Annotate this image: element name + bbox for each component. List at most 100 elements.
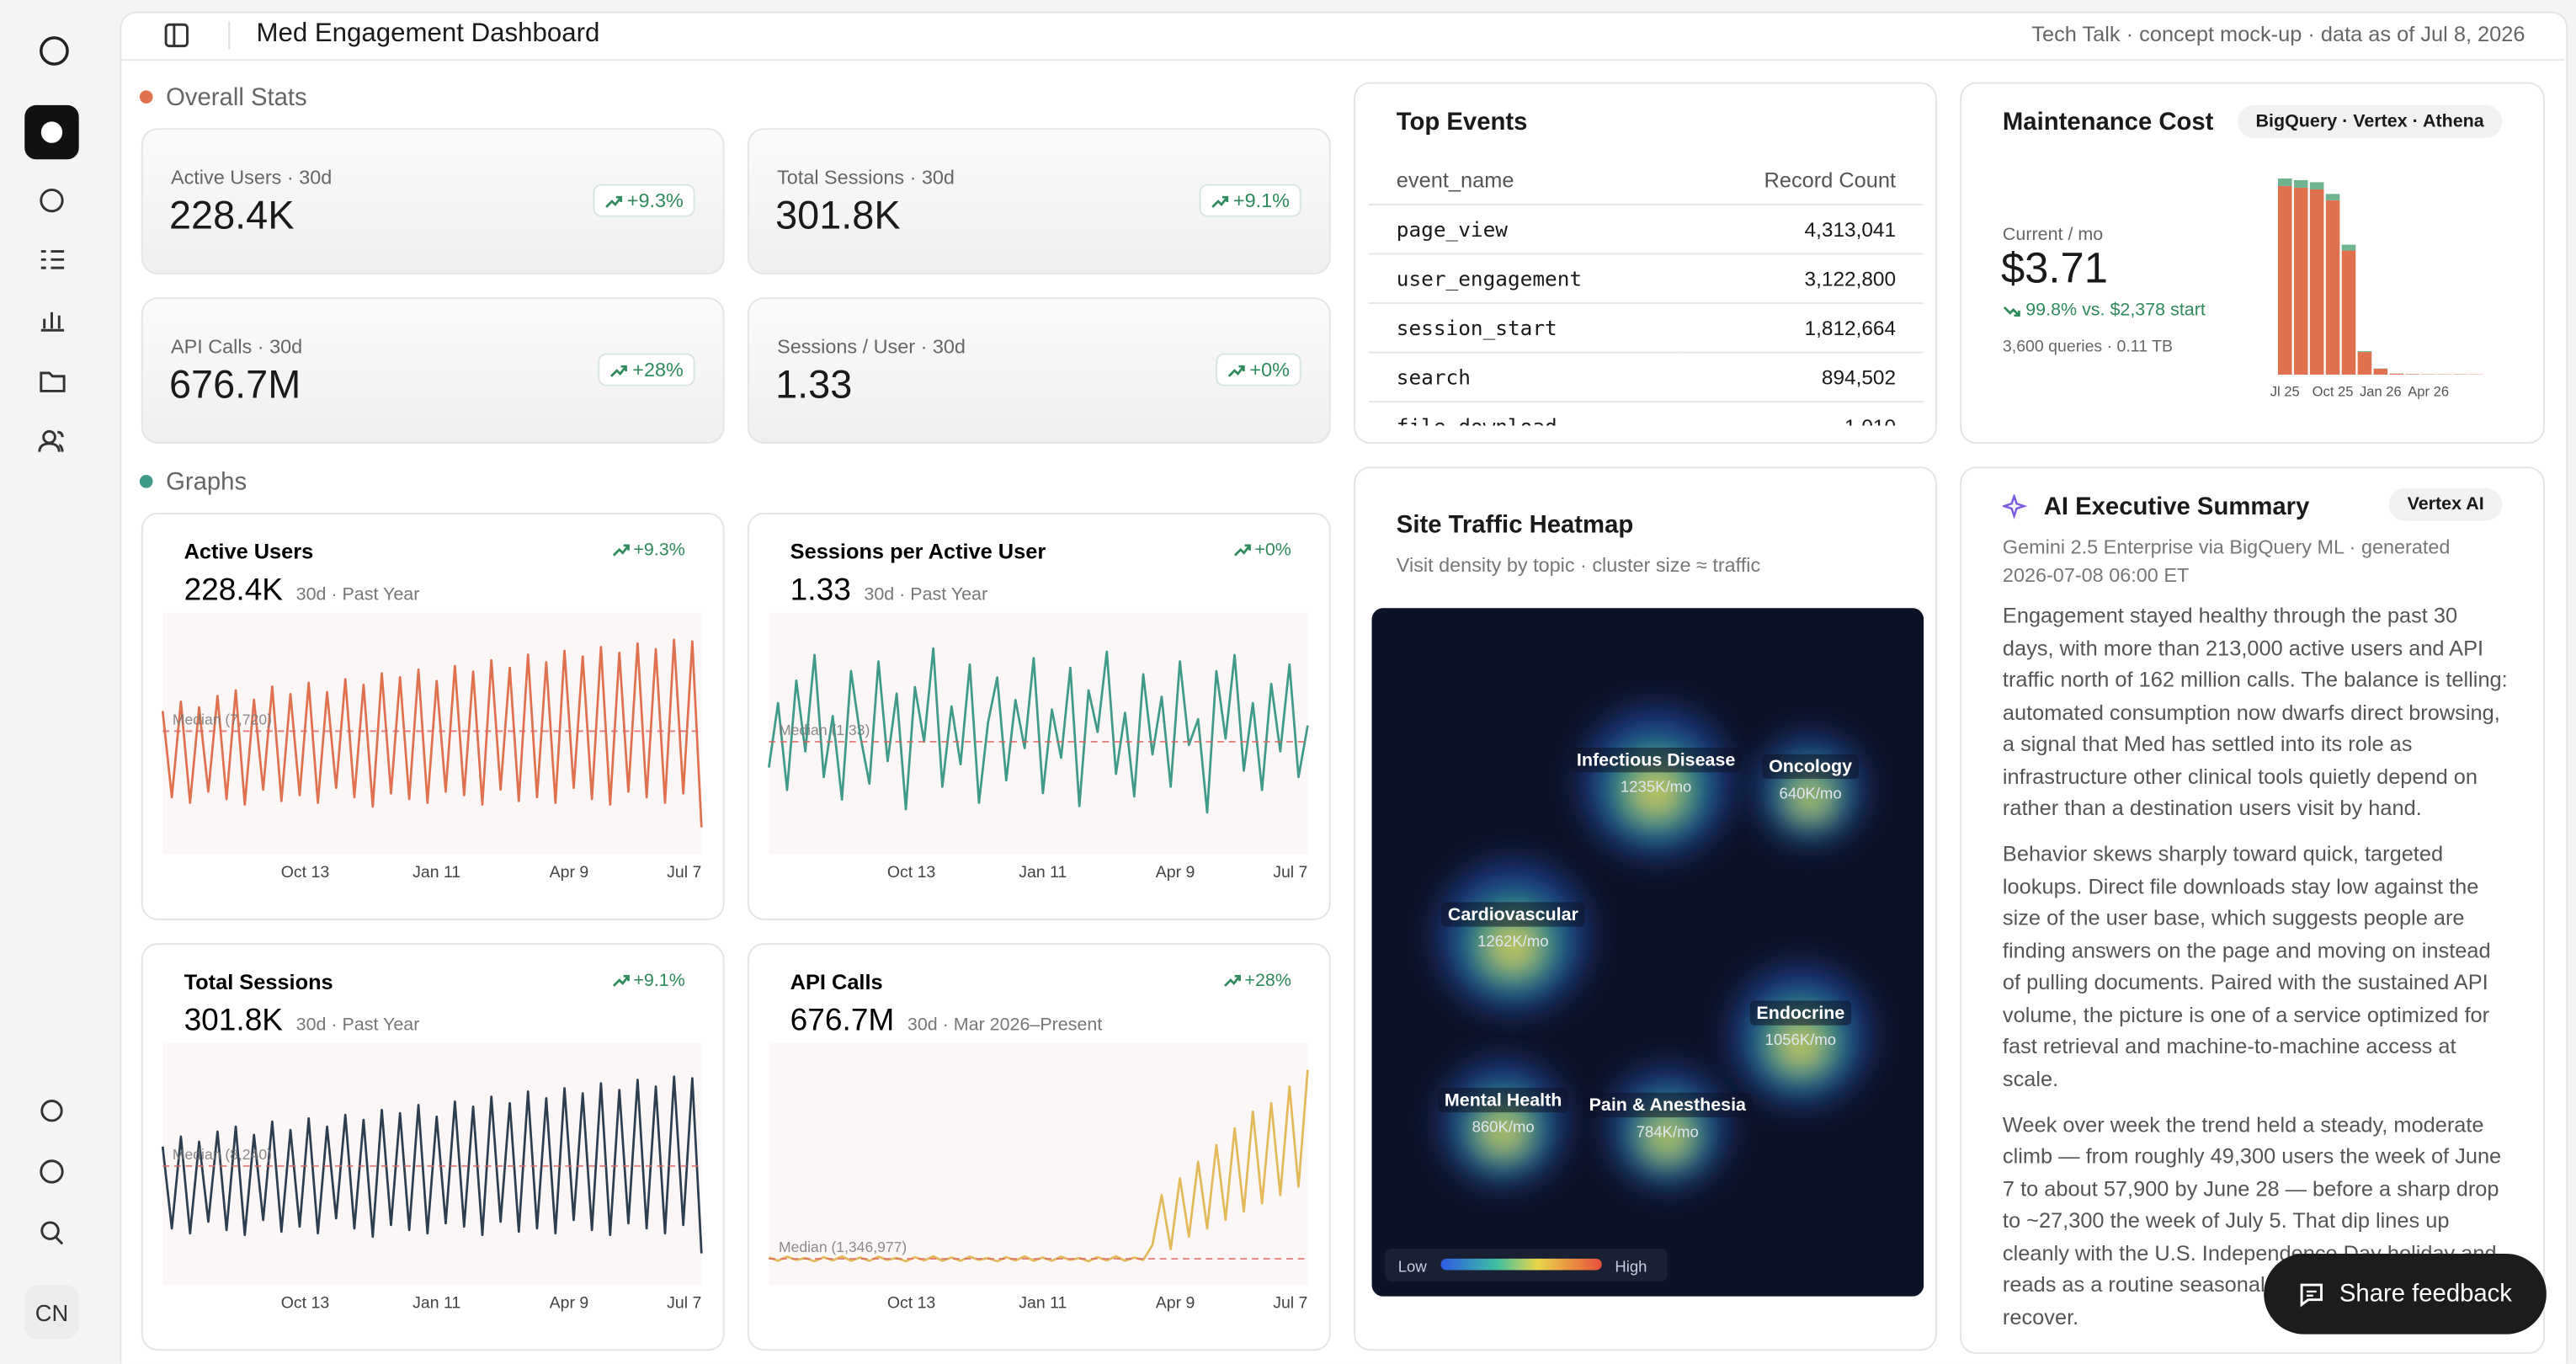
legend-low: Low	[1398, 1257, 1428, 1275]
page-title: Med Engagement Dashboard	[256, 19, 600, 48]
sidebar-toggle[interactable]	[162, 21, 192, 51]
stat-value: 228.4K	[169, 194, 295, 238]
table-wrap: event_name Record Count page_view 4,313,041…	[1368, 156, 1924, 426]
share-feedback-button[interactable]: Share feedback	[2264, 1254, 2547, 1335]
cost-footnote: 3,600 queries · 0.11 TB	[2002, 338, 2174, 357]
blob-core	[1485, 1114, 1521, 1150]
x-tick-label: Jan 11	[1019, 1293, 1067, 1312]
event-name: page_view	[1368, 203, 1681, 254]
stat-card: API Calls · 30d 676.7M +28%	[141, 297, 725, 444]
chart-change: +28%	[1244, 970, 1291, 990]
header-separator	[228, 21, 231, 50]
stat-change: +9.1%	[1198, 184, 1301, 217]
stat-change-value: +28%	[632, 358, 684, 381]
stat-card: Total Sessions · 30d 301.8K +9.1%	[747, 128, 1331, 274]
chart-card: API Calls 676.7M 30d · Mar 2026–Present +28…	[747, 943, 1331, 1351]
sparkle	[2002, 494, 2028, 519]
trend-icon	[612, 974, 630, 987]
section-dot	[139, 90, 153, 104]
nav-help[interactable]	[40, 1159, 64, 1184]
trend-arrow	[2003, 305, 2020, 317]
nav-charts[interactable]	[40, 312, 65, 332]
ai-summary-card: AI Executive Summary Vertex AI Gemini 2.5 …	[1960, 466, 2545, 1355]
nav-home-icon	[40, 121, 63, 143]
record-count: 1,010	[1680, 401, 1924, 426]
trend-icon	[2003, 305, 2020, 317]
table-row: session_start 1,812,664	[1368, 302, 1924, 353]
sparkle-icon	[2002, 494, 2028, 519]
event-name: session_start	[1368, 302, 1681, 353]
logo[interactable]	[40, 36, 69, 66]
cost-change: 99.8% vs. $2,378 start	[2003, 301, 2206, 321]
stat-label: Total Sessions · 30d	[777, 166, 955, 189]
column-header: event_name	[1396, 168, 1514, 193]
event-name: search	[1368, 351, 1681, 402]
events-table: event_name Record Count page_view 4,313,041…	[1368, 156, 1924, 426]
cluster-name: Mental Health	[1445, 1090, 1562, 1110]
x-tick-label: Apr 26	[2408, 383, 2449, 399]
stat-label: Active Users · 30d	[170, 166, 333, 189]
event-name: file_download	[1368, 401, 1681, 426]
cluster-value: 860K/mo	[1472, 1118, 1535, 1136]
cost-bar	[2325, 194, 2340, 200]
trend-icon	[604, 194, 622, 207]
legend-high: High	[1615, 1257, 1647, 1275]
cost-bar	[2357, 351, 2372, 353]
cost-bar	[2325, 200, 2340, 375]
column-header: Record Count	[1764, 168, 1897, 193]
stat-value: 1.33	[775, 363, 853, 408]
card-title: Site Traffic Heatmap	[1396, 510, 1634, 540]
model-badge: Vertex AI	[2389, 488, 2503, 521]
nav-explore[interactable]	[40, 188, 64, 213]
chart-card: Active Users 228.4K 30d · Past Year +9.3% Me…	[141, 512, 725, 920]
median-label: Median (7,720)	[173, 711, 272, 728]
chart-card: Sessions per Active User 1.33 30d · Past Y…	[747, 512, 1331, 920]
nav-search[interactable]	[40, 1221, 64, 1245]
card-title: AI Executive Summary	[2043, 493, 2310, 521]
cost-bar	[2389, 373, 2404, 375]
chart-subtitle: 30d · Mar 2026–Present	[907, 1015, 1102, 1035]
nav-files[interactable]	[40, 371, 66, 392]
stat-change: +28%	[598, 353, 695, 386]
nav-users[interactable]	[38, 429, 64, 452]
blob-core	[1650, 1120, 1685, 1154]
stat-change: +9.3%	[592, 184, 695, 217]
stat-value: 676.7M	[169, 363, 301, 408]
section-title: Graphs	[166, 468, 247, 497]
cluster-label-bg	[1749, 1000, 1852, 1026]
x-tick-label: Jan 11	[1019, 863, 1067, 882]
chart-subtitle: 30d · Past Year	[864, 583, 987, 604]
cost-bar	[2341, 250, 2356, 375]
blob-core	[1795, 783, 1826, 814]
stat-card: Active Users · 30d 228.4K +9.3%	[141, 128, 725, 274]
top-events-card: Top Events event_name Record Count page_vie…	[1354, 82, 1937, 444]
stat-value: 301.8K	[775, 194, 901, 238]
chart-value: 301.8K	[184, 1002, 284, 1037]
chart-value: 228.4K	[184, 571, 284, 606]
chart-title: Active Users	[184, 541, 314, 564]
chart-title: Sessions per Active User	[790, 541, 1046, 564]
cost-bar	[2341, 244, 2356, 251]
x-tick-label: Jan 11	[412, 863, 460, 882]
chart-subtitle: 30d · Past Year	[296, 1015, 420, 1035]
event-name: user_engagement	[1368, 253, 1681, 304]
card-title: Maintenance Cost	[2002, 108, 2214, 136]
cluster-name: Oncology	[1769, 756, 1852, 776]
avatar[interactable]	[24, 1285, 79, 1340]
x-tick-label: Jan 11	[412, 1293, 460, 1312]
nav-list[interactable]	[40, 250, 65, 269]
nav-settings[interactable]	[40, 1100, 63, 1122]
x-tick-label: Oct 13	[887, 1293, 935, 1312]
record-count: 3,122,800	[1680, 253, 1924, 304]
cost-bar	[2405, 374, 2420, 375]
x-tick-label: Apr 9	[550, 863, 589, 882]
source-badge: BigQuery · Vertex · Athena	[2238, 104, 2503, 138]
blob-core	[1492, 924, 1535, 968]
chart-title: API Calls	[790, 971, 883, 994]
stat-label: API Calls · 30d	[170, 335, 303, 359]
chart-title: Total Sessions	[184, 971, 333, 994]
series-line	[161, 638, 703, 828]
feedback-icon	[2300, 1282, 2323, 1307]
record-count: 1,812,664	[1680, 302, 1924, 353]
trend-arrow	[609, 364, 627, 376]
